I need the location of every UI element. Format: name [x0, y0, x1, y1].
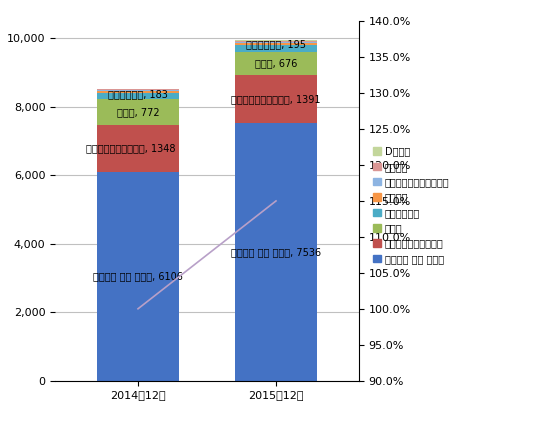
Text: オリックスカーシェア, 1348: オリックスカーシェア, 1348 [86, 143, 176, 154]
Text: アース・カー, 195: アース・カー, 195 [246, 39, 306, 49]
Text: タイムズ カー プラス, 6106: タイムズ カー プラス, 6106 [93, 271, 183, 281]
Bar [235, 75, 317, 123]
Bar [235, 52, 317, 75]
Bar [235, 40, 317, 41]
Bar [97, 91, 179, 93]
Bar [235, 41, 317, 42]
Bar [235, 43, 317, 45]
Bar [97, 90, 179, 91]
Text: タイムズ カー プラス, 7536: タイムズ カー プラス, 7536 [231, 247, 321, 257]
Text: オリックスカーシェア, 1391: オリックスカーシェア, 1391 [231, 94, 321, 104]
Bar [97, 89, 179, 90]
Bar [97, 93, 179, 99]
Text: カレコ, 676: カレコ, 676 [255, 59, 297, 69]
Bar [97, 126, 179, 172]
Text: アース・カー, 183: アース・カー, 183 [108, 89, 168, 99]
Bar [97, 99, 179, 126]
Bar [235, 42, 317, 43]
Text: カレコ, 772: カレコ, 772 [116, 107, 160, 117]
Legend: Dシェア, エコロカ, カーシェアリング・ワン, カノテコ, アース・カー, カレコ, オリックスカーシェア, タイムズ カー プラス: Dシェア, エコロカ, カーシェアリング・ワン, カノテコ, アース・カー, カ… [369, 143, 453, 268]
Bar [235, 123, 317, 381]
Bar [97, 172, 179, 381]
Bar [235, 45, 317, 52]
